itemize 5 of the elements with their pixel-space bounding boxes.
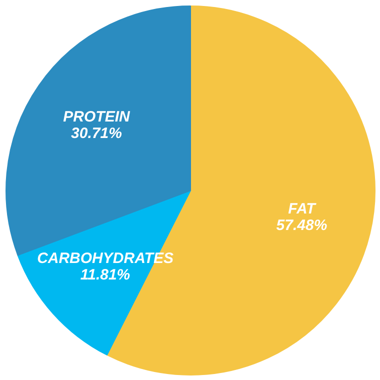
- data-label: 57.48%: [276, 216, 328, 234]
- data-label: 30.71%: [71, 125, 122, 142]
- slice-label: PROTEIN: [63, 108, 131, 126]
- data-label: 11.81%: [80, 266, 130, 284]
- slice-label: FAT: [288, 200, 318, 218]
